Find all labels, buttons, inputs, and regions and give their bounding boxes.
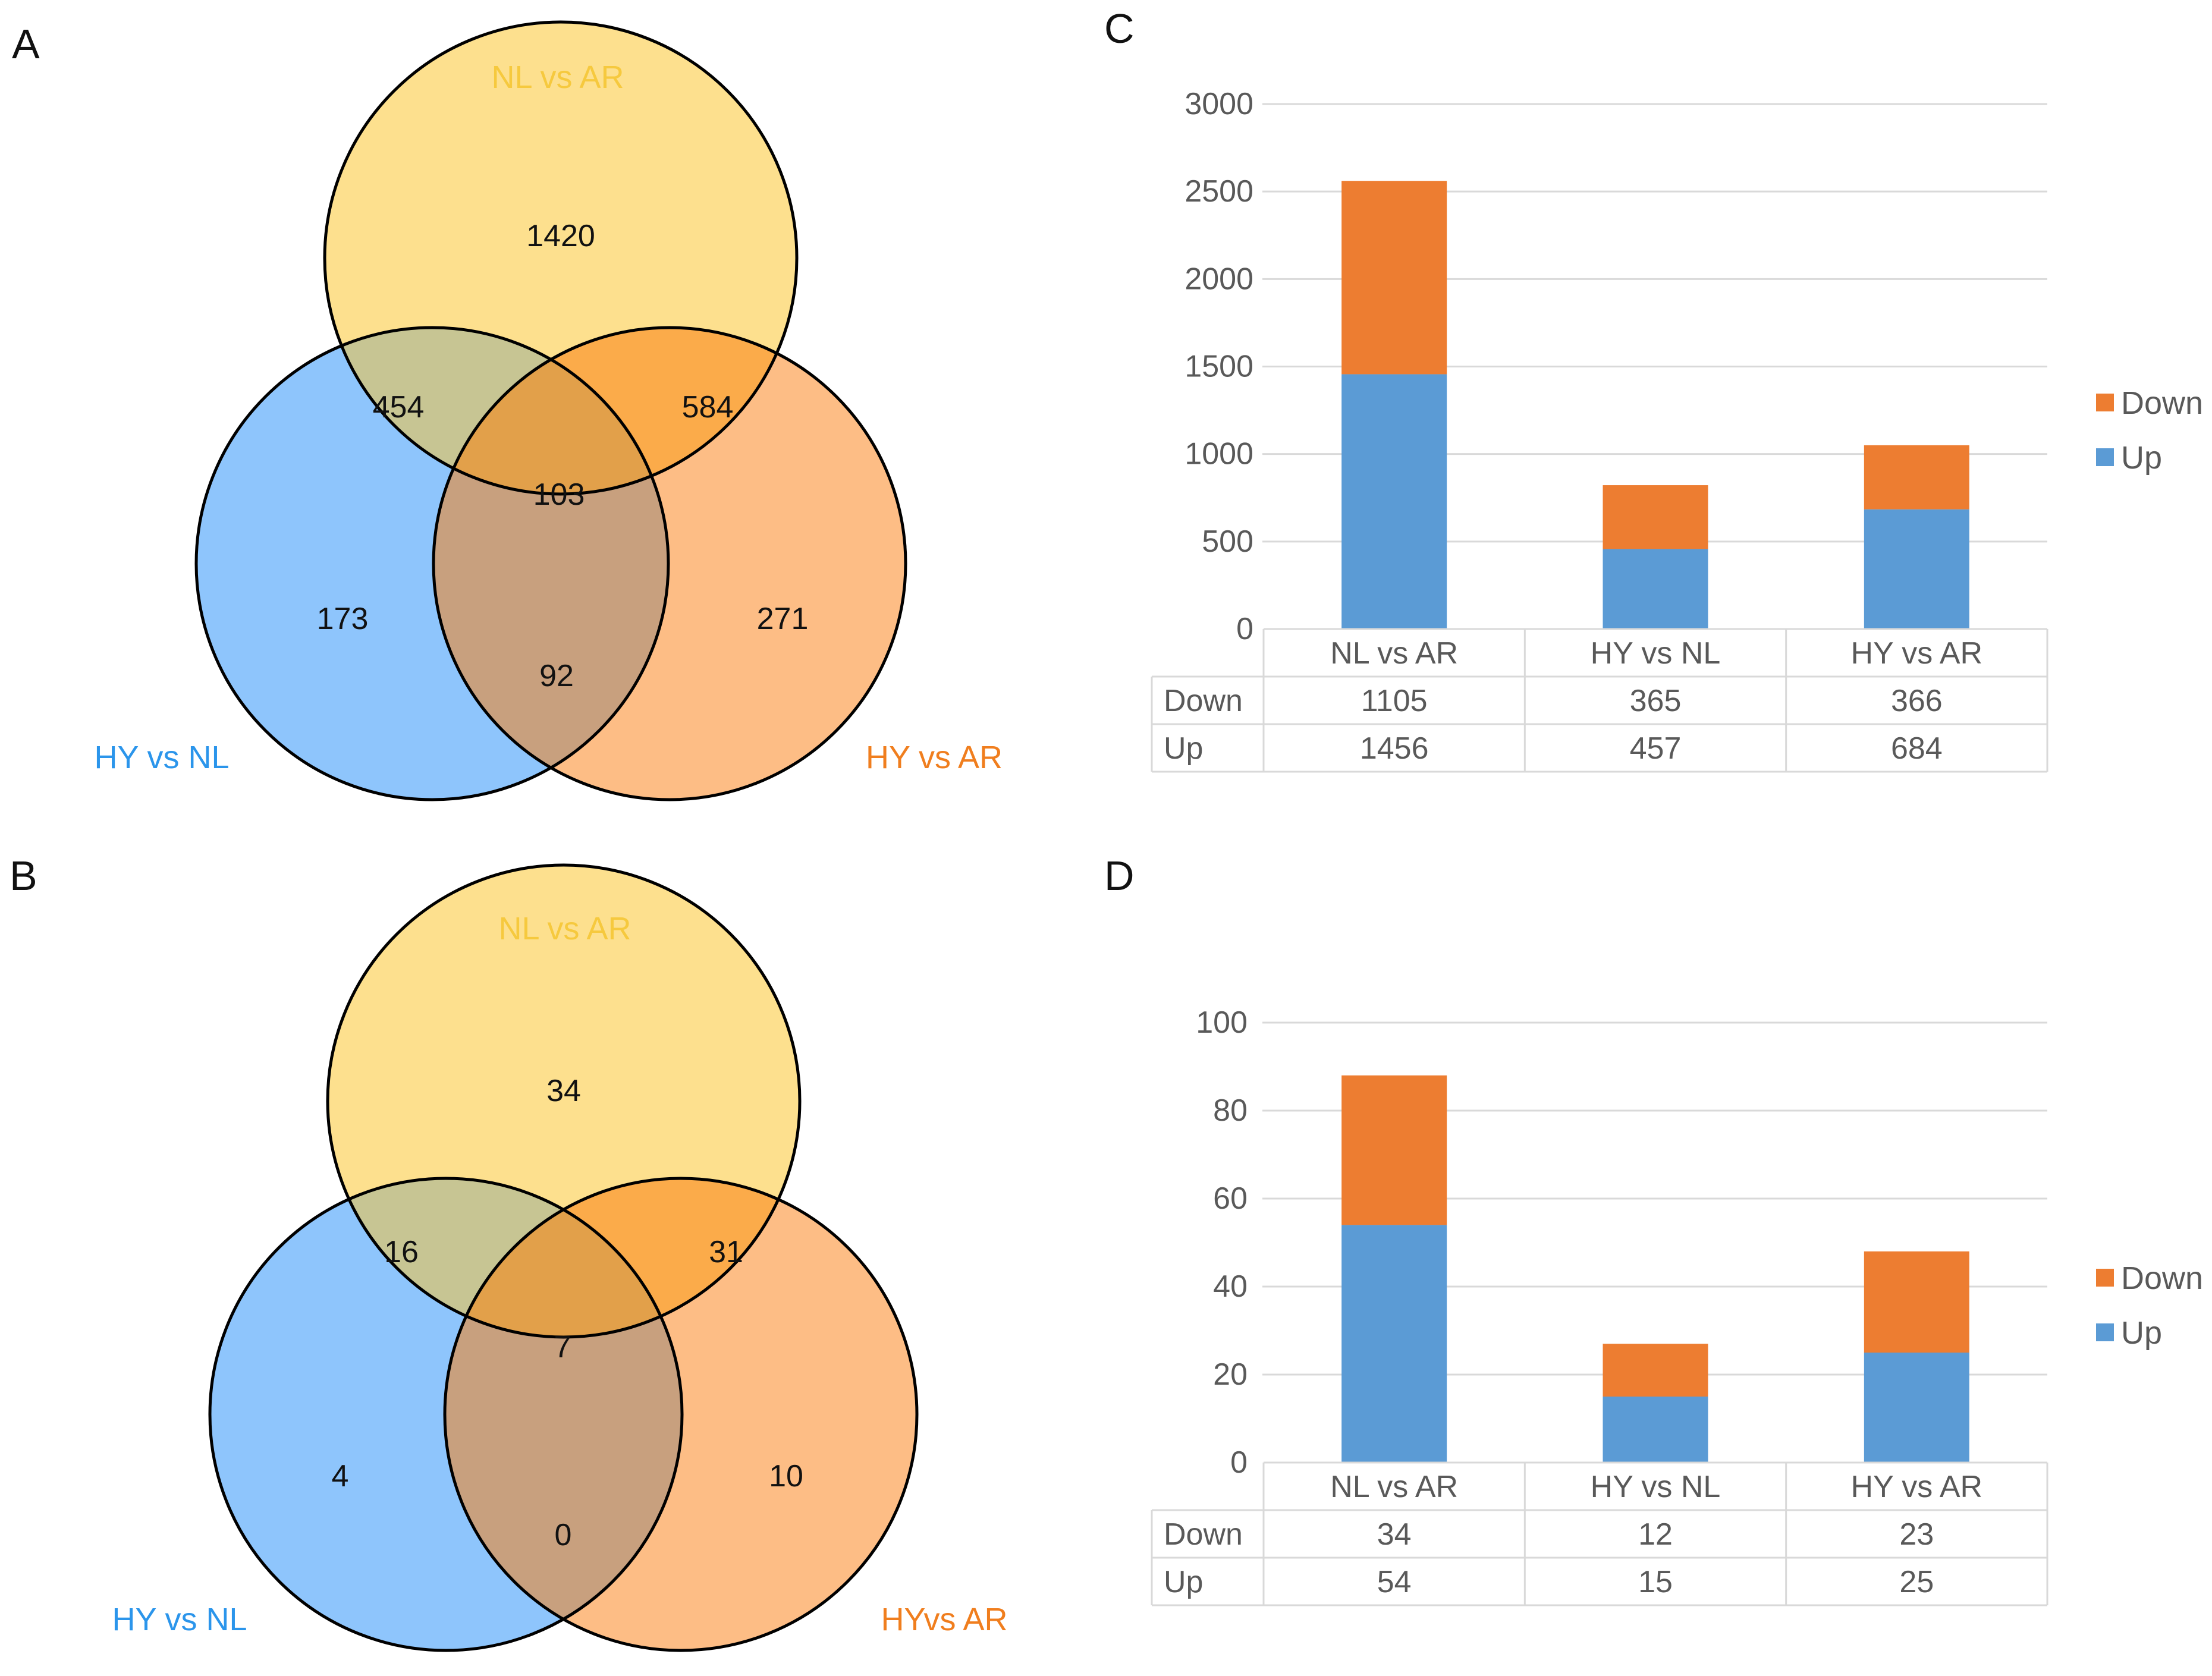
venn-b-region-abc [445, 1178, 682, 1337]
chart-c-table-cell: 1105 [1361, 684, 1428, 718]
chart-d-table-cell: 25 [1899, 1565, 1934, 1599]
chart-c-bar-down [1864, 445, 1969, 510]
venn-a-count-ac: 584 [682, 390, 734, 424]
venn-b-count-b-only: 4 [332, 1459, 349, 1493]
venn-a-count-b-only: 173 [317, 602, 369, 636]
venn-a-region-abc [433, 328, 668, 494]
bar-chart-d: 100 80 60 40 20 0 NL vs AR HY vs NL HY vs AR Down… [1151, 1005, 2203, 1606]
chart-d-y-tick-label: 60 [1213, 1181, 1248, 1216]
chart-d-bar-down [1341, 1075, 1447, 1225]
venn-a-set-label-nl-vs-ar: NL vs AR [491, 59, 624, 95]
chart-c-y-tick-label: 2500 [1184, 174, 1253, 209]
chart-d-table-cell: 15 [1638, 1565, 1673, 1599]
venn-b-set-label-hy-vs-nl: HY vs NL [112, 1602, 247, 1637]
chart-d-y-tick-label: 100 [1196, 1005, 1248, 1040]
venn-b-count-c-only: 10 [769, 1459, 803, 1493]
chart-c-table-cell: 457 [1630, 731, 1682, 766]
chart-d-table-cell: 34 [1377, 1517, 1412, 1552]
panel-label-c: C [1104, 5, 1135, 52]
chart-d-legend-swatch-down [2096, 1269, 2114, 1287]
venn-a-outline-a [323, 20, 799, 496]
chart-c-legend-swatch-down [2096, 394, 2114, 411]
venn-b-count-abc: 7 [554, 1330, 571, 1364]
chart-c-category-label: NL vs AR [1330, 636, 1458, 671]
venn-panel-b: B NL vs AR HY vs NL HYvs AR 34 16 31 7 4… [10, 853, 1008, 1652]
chart-c-y-tick-label: 2000 [1184, 262, 1253, 296]
panel-label-d: D [1104, 853, 1135, 899]
chart-d-bar-down [1603, 1344, 1708, 1397]
panel-label-b: B [10, 853, 37, 899]
venn-b-outline-a [326, 863, 802, 1339]
venn-a-set-label-hy-vs-nl: HY vs NL [94, 740, 229, 775]
venn-b-count-ac: 31 [709, 1235, 743, 1269]
chart-c-y-tick-label: 500 [1202, 524, 1253, 559]
chart-d-legend-label-down: Down [2121, 1260, 2203, 1296]
venn-b-count-a-only: 34 [546, 1074, 581, 1108]
venn-a-outline-b [194, 326, 670, 801]
chart-d-y-tick-label: 0 [1230, 1445, 1248, 1480]
chart-c-bar-up [1341, 374, 1447, 629]
venn-b-count-ab: 16 [384, 1235, 419, 1269]
chart-c-table-cell: 684 [1891, 731, 1943, 766]
chart-c-category-label: HY vs NL [1591, 636, 1721, 671]
chart-d-category-label: HY vs AR [1851, 1470, 1983, 1504]
chart-d-y-tick-label: 20 [1213, 1357, 1248, 1392]
chart-c-y-tick-label: 3000 [1184, 87, 1253, 121]
chart-c-bar-down [1603, 485, 1708, 549]
chart-d-bar-up [1603, 1397, 1708, 1463]
venn-a-set-label-hy-vs-ar: HY vs AR [866, 740, 1003, 775]
chart-d-table-cell: 23 [1899, 1517, 1934, 1552]
chart-c-row-label-down: Down [1164, 684, 1243, 718]
chart-c-bar-down [1341, 181, 1447, 375]
chart-d-bar-down [1864, 1251, 1969, 1353]
venn-panel-a: A NL vs AR HY vs NL HY vs AR 1420 454 58… [12, 20, 1003, 801]
venn-a-count-a-only: 1420 [526, 219, 595, 253]
chart-c-row-label-up: Up [1164, 731, 1203, 766]
chart-d-row-label-up: Up [1164, 1565, 1203, 1599]
panel-label-a: A [12, 21, 40, 67]
chart-d-bar-up [1341, 1225, 1447, 1463]
chart-c-table-cell: 365 [1630, 684, 1682, 718]
bar-chart-c: 3000 2500 2000 1500 1000 500 0 NL vs AR HY vs NL… [1151, 87, 2203, 773]
chart-d-category-label: NL vs AR [1330, 1470, 1458, 1504]
chart-c-legend-swatch-up [2096, 448, 2114, 466]
chart-d-y-tick-label: 80 [1213, 1093, 1248, 1128]
chart-c-category-label: HY vs AR [1851, 636, 1983, 671]
chart-d-table-cell: 54 [1377, 1565, 1412, 1599]
chart-d-bar-up [1864, 1353, 1969, 1463]
venn-a-count-c-only: 271 [757, 602, 809, 636]
venn-a-count-abc: 103 [533, 477, 585, 512]
venn-a-outline-c [432, 326, 907, 801]
chart-d-category-label: HY vs NL [1591, 1470, 1721, 1504]
chart-d-y-tick-label: 40 [1213, 1269, 1248, 1304]
chart-c-table-cell: 366 [1891, 684, 1943, 718]
chart-c-y-tick-label: 1500 [1184, 350, 1253, 384]
venn-b-count-bc: 0 [555, 1518, 572, 1552]
venn-b-set-label-nl-vs-ar: NL vs AR [498, 911, 631, 947]
venn-b-set-label-hy-vs-ar: HYvs AR [881, 1602, 1007, 1637]
venn-b-outline-c [443, 1177, 919, 1652]
chart-d-legend-label-up: Up [2121, 1315, 2162, 1351]
chart-c-y-tick-label: 1000 [1184, 437, 1253, 471]
chart-c-bar-up [1864, 509, 1969, 629]
venn-a-count-ab: 454 [373, 390, 425, 424]
chart-d-row-label-down: Down [1164, 1517, 1243, 1552]
venn-a-count-bc: 92 [539, 659, 574, 693]
chart-c-y-tick-label: 0 [1236, 612, 1253, 646]
venn-b-outline-b [208, 1177, 684, 1652]
chart-c-table-cell: 1456 [1360, 731, 1429, 766]
chart-c-bar-up [1603, 549, 1708, 629]
chart-d-table-cell: 12 [1638, 1517, 1673, 1552]
chart-c-legend-label-up: Up [2121, 440, 2162, 476]
chart-d-legend-swatch-up [2096, 1323, 2114, 1341]
chart-c-legend-label-down: Down [2121, 385, 2203, 421]
